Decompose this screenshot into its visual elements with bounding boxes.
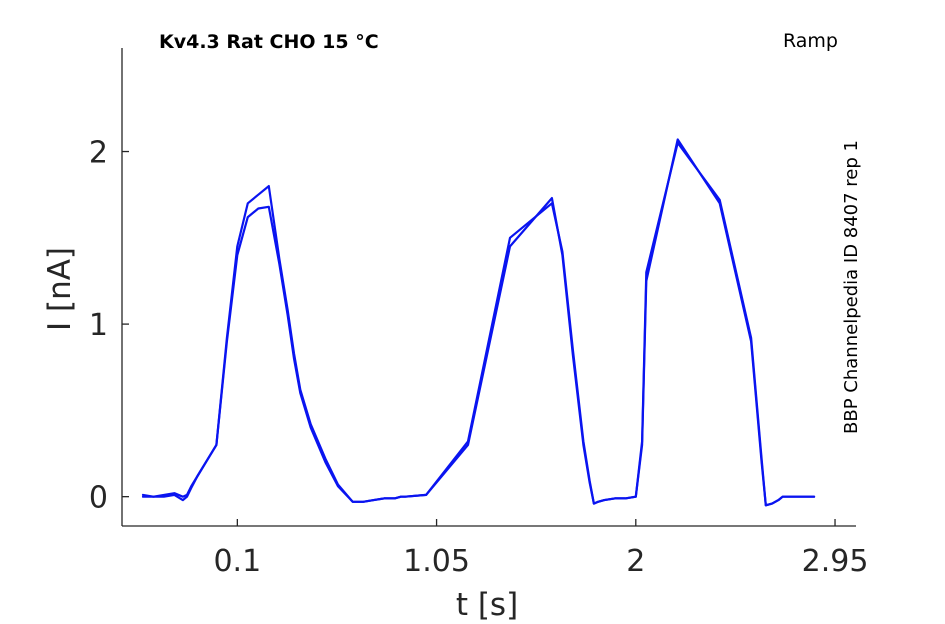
- traces: [141, 138, 816, 507]
- side-note: BBP Channelpedia ID 8407 rep 1: [841, 140, 862, 434]
- x-axis-label: t [s]: [456, 587, 518, 623]
- y-axis-label: I [nA]: [42, 247, 78, 331]
- x-tick-label: 0.1: [213, 544, 261, 579]
- x-tick-label: 1.05: [403, 544, 470, 579]
- y-tick-label: 2: [89, 136, 108, 171]
- current-trace: [141, 141, 816, 507]
- x-tick-label: 2.95: [802, 544, 869, 579]
- y-tick-label: 1: [89, 308, 108, 343]
- current-trace: [141, 138, 816, 507]
- chart-title: Kv4.3 Rat CHO 15 °C: [159, 31, 379, 53]
- y-tick-label: 0: [89, 481, 108, 516]
- protocol-label: Ramp: [783, 30, 838, 52]
- x-ticks: 0.1 1.05 2 2.95: [213, 519, 868, 579]
- y-ticks: 0 1 2: [89, 136, 129, 516]
- x-tick-label: 2: [626, 544, 645, 579]
